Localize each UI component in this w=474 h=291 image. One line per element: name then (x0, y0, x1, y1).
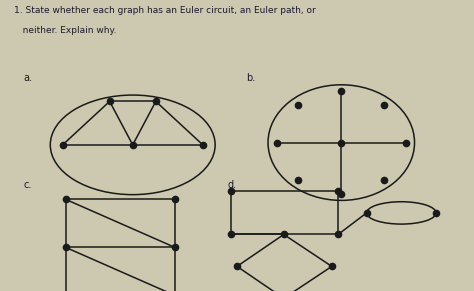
Text: neither. Explain why.: neither. Explain why. (14, 26, 117, 35)
Text: b.: b. (246, 73, 256, 83)
Text: d.: d. (228, 180, 237, 190)
Text: 1. State whether each graph has an Euler circuit, an Euler path, or: 1. State whether each graph has an Euler… (14, 6, 316, 15)
Text: a.: a. (24, 73, 33, 83)
Text: c.: c. (24, 180, 32, 190)
